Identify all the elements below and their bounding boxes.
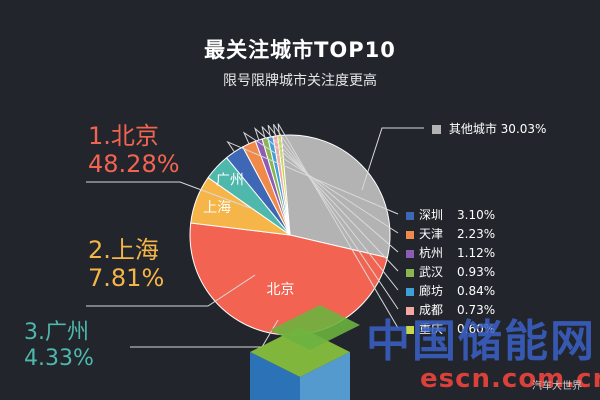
leader-line-成都 [273, 123, 399, 310]
legend-name: 杭州 [419, 246, 444, 260]
legend-value: 0.93% [457, 265, 496, 279]
legend-swatch [406, 230, 414, 239]
leader-line-廊坊 [267, 124, 399, 291]
callout-beijing: 1.北京 48.28% [88, 122, 180, 178]
pie-slice-其他城市 [280, 134, 391, 259]
callout-shanghai-label: 2.上海 [88, 236, 159, 264]
leader-line-天津 [242, 131, 399, 234]
legend-swatch [406, 211, 414, 220]
callout-shanghai: 2.上海 7.81% [88, 236, 164, 292]
pie-slice-北京 [189, 222, 388, 336]
legend-name: 廊坊 [419, 284, 444, 298]
legend-swatch [406, 268, 414, 277]
chart-title: 最关注城市TOP10 [204, 38, 396, 62]
leader-line-深圳 [226, 140, 399, 215]
watermark-logo-face [270, 305, 360, 350]
legend-item: 天津 2.23% [406, 225, 495, 244]
legend-name-other: 其他城市 [448, 122, 497, 136]
watermark-logo-icon [250, 305, 360, 400]
callout-beijing-value: 48.28% [88, 150, 180, 178]
legend-name: 成都 [419, 303, 444, 317]
watermark-logo-face [300, 352, 350, 400]
legend-item: 成都 0.73% [406, 301, 495, 320]
legend-value-other: 30.03% [500, 122, 547, 136]
legend-item: 深圳 3.10% [406, 206, 495, 225]
legend: 深圳 3.10% 天津 2.23% 杭州 1.12% 武汉 0.93% 廊坊 0.84% … [406, 206, 495, 339]
callout-guangzhou-label: 3.广州 [24, 320, 89, 345]
legend-item: 杭州 1.12% [406, 244, 495, 263]
callout-guangzhou-value: 4.33% [24, 346, 94, 371]
legend-item: 武汉 0.93% [406, 263, 495, 282]
legend-value: 1.12% [457, 246, 496, 260]
legend-value: 3.10% [457, 208, 496, 222]
leader-line-shanghai [86, 274, 256, 307]
legend-value: 0.60% [457, 322, 496, 336]
leader-line-重庆 [277, 123, 399, 329]
watermark-logo-face [250, 352, 300, 400]
legend-swatch [406, 287, 414, 296]
legend-name: 重庆 [419, 322, 444, 336]
chart-subtitle: 限号限牌城市关注度更高 [223, 73, 377, 89]
legend-value: 0.73% [457, 303, 496, 317]
legend-swatch [406, 325, 414, 334]
leader-line-other [361, 127, 424, 191]
slice-label-广州: 广州 [216, 172, 244, 188]
leader-line-杭州 [254, 127, 399, 253]
source-credit: 汽车大世界 [532, 381, 582, 392]
callout-shanghai-value: 7.81% [88, 264, 165, 292]
legend-swatch [406, 306, 414, 315]
legend-name: 深圳 [419, 208, 444, 222]
watermark-url: escn.com.cn [420, 364, 600, 394]
callout-beijing-label: 1.北京 [88, 122, 159, 150]
legend-value: 0.84% [457, 284, 496, 298]
legend-swatch-other [432, 125, 441, 134]
legend-name: 天津 [419, 227, 444, 241]
legend-item-other: 其他城市 30.03% [432, 120, 546, 137]
slice-label-北京: 北京 [266, 282, 294, 298]
watermark-text: 中国储能网 [366, 316, 596, 367]
legend-item: 重庆 0.60% [406, 320, 495, 339]
legend-value: 2.23% [457, 227, 496, 241]
legend-item: 廊坊 0.84% [406, 282, 495, 301]
callout-guangzhou: 3.广州 4.33% [24, 320, 94, 372]
leader-line-beijing [86, 181, 251, 209]
slice-label-上海: 上海 [203, 200, 231, 216]
legend-name: 武汉 [419, 265, 444, 279]
leader-line-武汉 [261, 126, 399, 272]
legend-swatch [406, 249, 414, 258]
